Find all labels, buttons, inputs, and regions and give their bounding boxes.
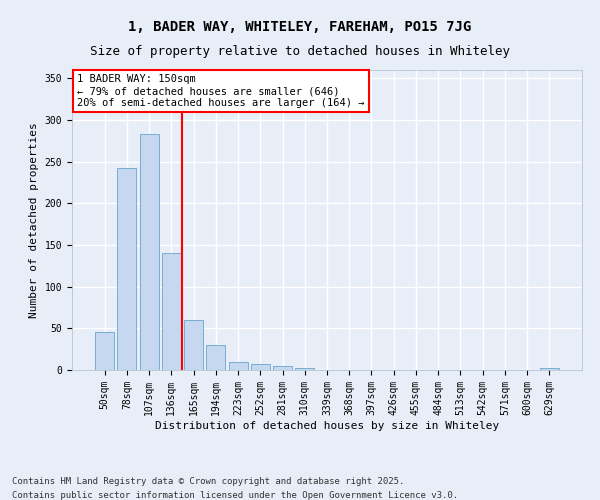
Bar [229,362,248,370]
Bar [118,168,136,370]
Bar [540,368,559,370]
Y-axis label: Number of detached properties: Number of detached properties [29,122,39,318]
Bar [295,368,314,370]
Text: Size of property relative to detached houses in Whiteley: Size of property relative to detached ho… [90,45,510,58]
Text: Contains HM Land Registry data © Crown copyright and database right 2025.: Contains HM Land Registry data © Crown c… [12,478,404,486]
Bar [95,332,114,370]
Bar [273,366,292,370]
Text: 1 BADER WAY: 150sqm
← 79% of detached houses are smaller (646)
20% of semi-detac: 1 BADER WAY: 150sqm ← 79% of detached ho… [77,74,365,108]
X-axis label: Distribution of detached houses by size in Whiteley: Distribution of detached houses by size … [155,420,499,430]
Bar [206,345,225,370]
Bar [251,364,270,370]
Bar [162,254,181,370]
Text: Contains public sector information licensed under the Open Government Licence v3: Contains public sector information licen… [12,491,458,500]
Text: 1, BADER WAY, WHITELEY, FAREHAM, PO15 7JG: 1, BADER WAY, WHITELEY, FAREHAM, PO15 7J… [128,20,472,34]
Bar [140,134,158,370]
Bar [184,320,203,370]
